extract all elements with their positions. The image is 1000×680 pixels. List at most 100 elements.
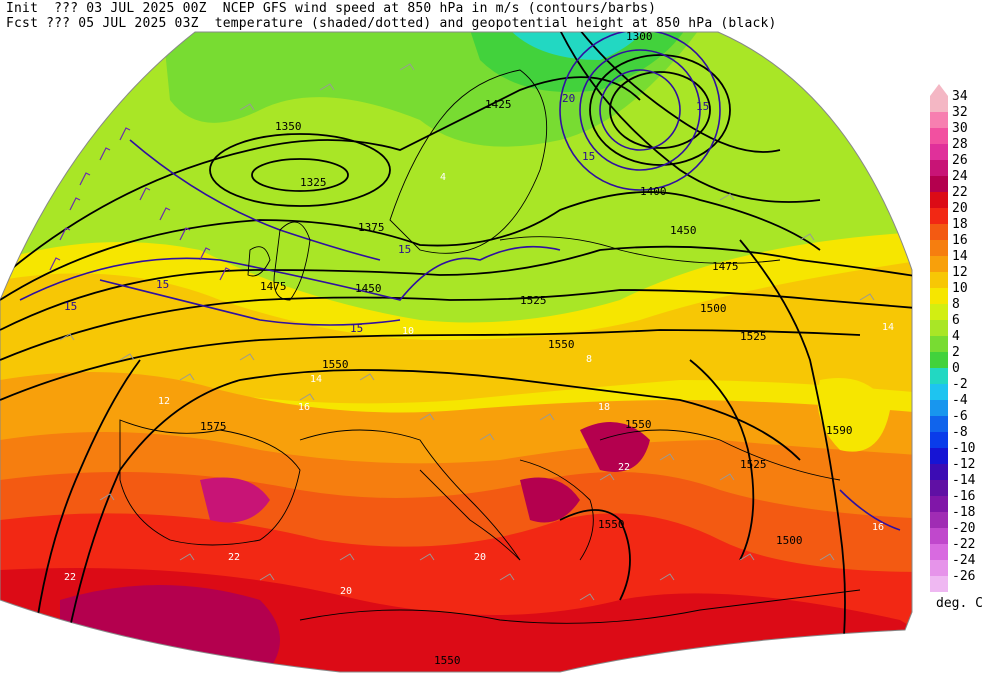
height-label: 1590 xyxy=(826,424,853,437)
height-label: 1500 xyxy=(700,302,727,315)
temp-label: 22 xyxy=(618,462,630,473)
colorbar-label: -24 xyxy=(952,553,976,568)
colorbar-label: 20 xyxy=(952,201,968,216)
height-labels: 1300 1325 1350 1375 1400 1425 1450 1475 … xyxy=(200,30,853,667)
colorbar-label: 2 xyxy=(952,345,960,360)
colorbar-swatch xyxy=(930,528,948,544)
colorbar-swatch xyxy=(930,128,948,144)
colorbar-label: 26 xyxy=(952,153,968,168)
wind-label: 15 xyxy=(350,322,363,335)
colorbar-label: 8 xyxy=(952,297,960,312)
colorbar-label: -4 xyxy=(952,393,968,408)
colorbar-label: -18 xyxy=(952,505,976,520)
colorbar-swatch xyxy=(930,160,948,176)
colorbar-label: 14 xyxy=(952,249,968,264)
height-label: 1550 xyxy=(434,654,461,667)
temp-label: 16 xyxy=(872,522,884,533)
colorbar-label: -8 xyxy=(952,425,968,440)
colorbar-swatch xyxy=(930,176,948,192)
colorbar-label: -14 xyxy=(952,473,976,488)
colorbar-label: 16 xyxy=(952,233,968,248)
colorbar-swatch xyxy=(930,384,948,400)
colorbar-swatch xyxy=(930,208,948,224)
height-label: 1475 xyxy=(712,260,739,273)
height-label: 1325 xyxy=(300,176,327,189)
colorbar-swatch xyxy=(930,480,948,496)
colorbar-swatch xyxy=(930,496,948,512)
colorbar-swatch xyxy=(930,512,948,528)
colorbar-label: -10 xyxy=(952,441,976,456)
colorbar-label: 28 xyxy=(952,137,968,152)
wind-label: 15 xyxy=(156,278,169,291)
colorbar-label: -16 xyxy=(952,489,976,504)
temp-label: 14 xyxy=(310,374,322,385)
colorbar-unit-label: deg. C xyxy=(936,596,983,611)
height-label: 1575 xyxy=(200,420,227,433)
colorbar-swatch xyxy=(930,144,948,160)
header-line-forecast: Fcst ??? 05 JUL 2025 03Z temperature (sh… xyxy=(6,16,777,31)
height-label: 1550 xyxy=(322,358,349,371)
temp-label: 12 xyxy=(158,396,170,407)
height-label: 1400 xyxy=(640,185,667,198)
temp-label: 20 xyxy=(340,586,352,597)
height-label: 1450 xyxy=(355,282,382,295)
colorbar-swatch xyxy=(930,304,948,320)
temp-label: 22 xyxy=(228,552,240,563)
colorbar-label: 6 xyxy=(952,313,960,328)
height-label: 1500 xyxy=(776,534,803,547)
colorbar-swatch xyxy=(930,448,948,464)
temp-label: 10 xyxy=(402,326,414,337)
header-line-init: Init ??? 03 JUL 2025 00Z NCEP GFS wind s… xyxy=(6,1,657,16)
temp-label: 8 xyxy=(586,354,592,365)
temp-label: 14 xyxy=(882,322,894,333)
height-label: 1550 xyxy=(548,338,575,351)
wind-label: 20 xyxy=(562,92,575,105)
height-label: 1450 xyxy=(670,224,697,237)
colorbar-swatch xyxy=(930,400,948,416)
colorbar-label: 22 xyxy=(952,185,968,200)
temp-label: 20 xyxy=(474,552,486,563)
colorbar-label: -6 xyxy=(952,409,968,424)
colorbar-swatch xyxy=(930,336,948,352)
colorbar-label: 24 xyxy=(952,169,968,184)
colorbar-label: 34 xyxy=(952,89,968,104)
height-contours xyxy=(0,32,912,672)
colorbar-swatch xyxy=(930,240,948,256)
colorbar-swatch xyxy=(930,544,948,560)
temp-label: 4 xyxy=(440,172,446,183)
temp-label: 22 xyxy=(64,572,76,583)
colorbar-swatch xyxy=(930,272,948,288)
wind-label: 15 xyxy=(398,243,411,256)
strong-wind-barbs xyxy=(49,127,231,281)
colorbar-swatch xyxy=(930,560,948,576)
height-label: 1550 xyxy=(625,418,652,431)
colorbar-swatch xyxy=(930,96,948,112)
colorbar-label: 30 xyxy=(952,121,968,136)
colorbar-swatch xyxy=(930,112,948,128)
colorbar-label: 18 xyxy=(952,217,968,232)
coastlines xyxy=(119,69,861,624)
colorbar-swatch xyxy=(930,256,948,272)
colorbar-label: -26 xyxy=(952,569,976,584)
colorbar-label: 4 xyxy=(952,329,960,344)
colorbar-label: 12 xyxy=(952,265,968,280)
colorbar-label: 10 xyxy=(952,281,968,296)
colorbar-label: -20 xyxy=(952,521,976,536)
wind-contours xyxy=(19,32,901,531)
colorbar-swatch xyxy=(930,224,948,240)
wind-label: 15 xyxy=(64,300,77,313)
height-label: 1375 xyxy=(358,221,385,234)
wind-label: 15 xyxy=(582,150,595,163)
map-boundary xyxy=(0,31,913,673)
colorbar-swatch xyxy=(930,416,948,432)
colorbar-top-arrow xyxy=(930,84,948,96)
wind-label: 15 xyxy=(696,100,709,113)
wind-barbs xyxy=(59,63,875,601)
colorbar-swatch xyxy=(930,432,948,448)
temp-label: 18 xyxy=(598,402,610,413)
colorbar-swatch xyxy=(930,464,948,480)
height-label: 1350 xyxy=(275,120,302,133)
colorbar-swatch xyxy=(930,352,948,368)
height-label: 1525 xyxy=(520,294,547,307)
